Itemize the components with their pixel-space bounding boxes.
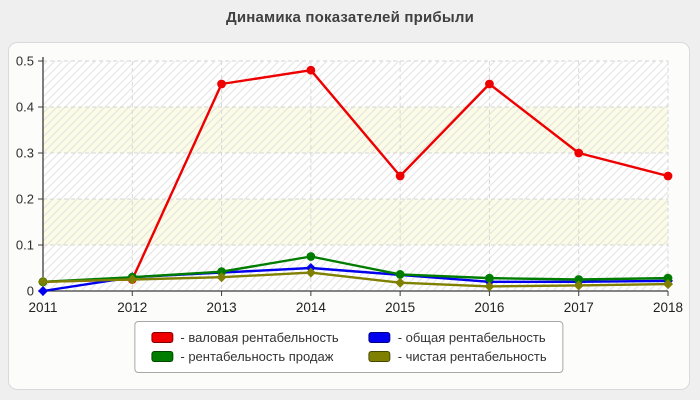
legend-swatch-olive <box>368 351 391 362</box>
data-point-0-6 <box>574 148 584 158</box>
x-tick-label: 2016 <box>474 300 504 315</box>
data-point-0-5 <box>485 79 494 89</box>
data-point-2-3 <box>306 252 316 261</box>
legend-item-net-profitability: - чистая рентабельность <box>368 349 547 364</box>
data-point-3-3 <box>305 267 316 278</box>
data-point-3-2 <box>216 272 227 283</box>
y-tick-label: 0.5 <box>16 54 34 69</box>
y-tick-label: 0.4 <box>16 100 34 115</box>
data-point-2-6 <box>574 275 584 284</box>
data-point-0-4 <box>395 171 405 181</box>
x-tick-label: 2018 <box>653 300 683 315</box>
legend-item-gross-profitability: - валовая рентабельность <box>151 330 339 345</box>
chart-title: Динамика показателей прибыли <box>225 9 475 26</box>
data-point-3-1 <box>127 274 138 285</box>
data-point-2-5 <box>485 273 494 283</box>
data-point-2-7 <box>663 273 673 283</box>
legend-swatch-green <box>151 351 174 362</box>
data-point-3-6 <box>573 280 584 291</box>
legend-label: - валовая рентабельность <box>180 330 339 345</box>
data-point-3-7 <box>663 279 673 290</box>
legend-item-total-profitability: - общая рентабельность <box>368 330 547 345</box>
data-point-2-2 <box>217 267 226 277</box>
legend: - валовая рентабельность - общая рентабе… <box>134 321 564 373</box>
series-line-0 <box>41 69 670 284</box>
legend-swatch-blue <box>368 332 391 343</box>
data-point-0-7 <box>663 171 673 181</box>
legend-label: - чистая рентабельность <box>397 349 547 364</box>
hatch-overlay <box>43 61 668 291</box>
data-point-3-5 <box>484 281 495 292</box>
data-point-3-0 <box>38 276 48 287</box>
legend-label: - общая рентабельность <box>397 330 546 345</box>
plot-background-bands <box>43 61 668 291</box>
y-tick-label: 0.1 <box>16 238 34 253</box>
y-tick-label: 0 <box>27 284 34 299</box>
series-line-3 <box>41 271 670 288</box>
legend-label: - рентабельность продаж <box>180 349 334 364</box>
data-point-0-2 <box>217 79 226 89</box>
y-tick-label: 0.3 <box>16 146 34 161</box>
x-tick-label: 2014 <box>296 300 327 315</box>
data-point-0-3 <box>306 65 316 75</box>
x-tick-label: 2011 <box>28 300 57 315</box>
series-line-2 <box>41 255 670 284</box>
x-tick-label: 2015 <box>385 300 415 315</box>
x-tick-label: 2013 <box>207 300 237 315</box>
legend-swatch-red <box>151 332 174 343</box>
data-point-1-0 <box>38 286 48 296</box>
data-point-2-4 <box>395 270 405 279</box>
y-tick-label: 0.2 <box>16 192 34 207</box>
x-tick-label: 2012 <box>117 300 147 315</box>
line-chart: 0 0.1 0.2 0.3 0.4 0.5 2011 2012 2013 2014 2015 2016… <box>16 54 683 316</box>
axis-tick-labels: 0 0.1 0.2 0.3 0.4 0.5 2011 2012 2013 2014 2015 2016… <box>16 54 683 316</box>
data-point-3-4 <box>395 277 406 288</box>
chart-card: 0 0.1 0.2 0.3 0.4 0.5 2011 2012 2013 2014 2015 2016… <box>8 42 690 390</box>
data-series <box>38 65 673 296</box>
legend-item-sales-profitability: - рентабельность продаж <box>151 349 338 364</box>
x-tick-label: 2017 <box>564 300 594 315</box>
